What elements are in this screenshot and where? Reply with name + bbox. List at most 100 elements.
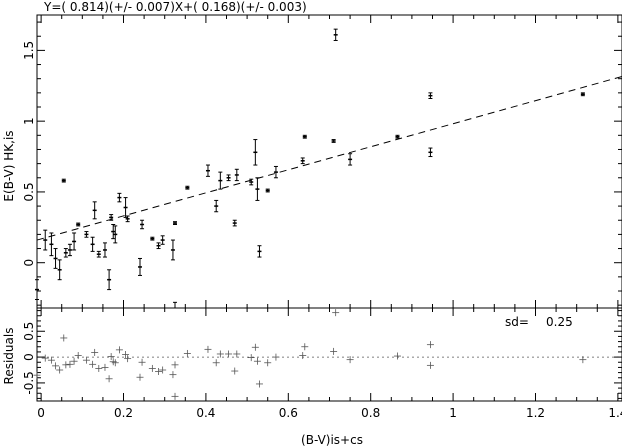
data-point — [117, 192, 122, 203]
data-point — [43, 229, 48, 251]
data-point — [111, 223, 116, 240]
residual-point — [225, 350, 233, 358]
residual-point — [122, 351, 130, 358]
data-point — [109, 214, 114, 221]
residual-point — [33, 371, 41, 379]
data-point — [90, 236, 95, 252]
residual-point — [169, 371, 177, 379]
data-point — [253, 139, 258, 166]
data-point — [173, 301, 178, 308]
fit-line — [36, 75, 622, 241]
residual-point — [233, 350, 241, 358]
residual-point — [255, 380, 263, 388]
residual-y-tick-label: -0.5 — [22, 371, 36, 394]
residual-point — [251, 343, 259, 351]
residual-point — [264, 359, 272, 367]
x-tick-label: 1 — [449, 406, 457, 420]
data-point — [123, 197, 128, 218]
data-point — [300, 157, 305, 165]
residual-y-tick-label: 0.5 — [22, 322, 36, 341]
y-tick-label: 1.5 — [22, 41, 36, 60]
data-point — [72, 232, 77, 251]
main-y-tick-labels: 0 0.5 1 1.5 — [22, 41, 36, 267]
data-point — [57, 259, 62, 281]
residual-point — [91, 348, 99, 356]
data-point — [96, 250, 101, 258]
residuals-y-axis-label: Residuals — [2, 328, 16, 385]
residual-point — [231, 367, 239, 375]
residual-point — [247, 354, 255, 362]
data-point — [84, 231, 89, 238]
residual-point — [171, 392, 179, 400]
residual-point — [70, 357, 78, 365]
main-data-points — [35, 28, 585, 308]
residual-point — [82, 356, 90, 364]
residual-point — [52, 362, 60, 370]
data-point — [249, 178, 254, 186]
residual-point — [171, 361, 179, 369]
data-point — [53, 248, 58, 269]
main-axis-ticks — [37, 15, 622, 308]
fit-equation-title: Y=( 0.814)(+/- 0.007)X+( 0.168)(+/- 0.00… — [43, 0, 307, 14]
x-tick-label: 0.6 — [279, 406, 298, 420]
x-tick-label: 1.2 — [526, 406, 545, 420]
residual-point — [115, 346, 123, 354]
data-point — [102, 242, 107, 258]
x-tick-label: 0.4 — [196, 406, 215, 420]
data-point — [214, 199, 219, 213]
data-point — [331, 139, 336, 143]
residual-point — [272, 353, 280, 361]
residual-y-tick-label: 0 — [22, 353, 36, 361]
data-point — [580, 92, 585, 97]
data-point — [205, 164, 210, 177]
data-point — [333, 28, 338, 41]
residual-point — [426, 341, 434, 349]
x-tick-labels: 0 0.2 0.4 0.6 0.8 1 1.2 1.4 — [37, 406, 622, 420]
main-y-axis-label: E(B-V) HK,is — [2, 130, 16, 201]
data-point — [63, 248, 68, 258]
residual-point — [332, 309, 340, 317]
residual-point — [346, 356, 354, 364]
data-point — [428, 92, 433, 100]
main-panel: 0 0.5 1 1.5 E(B-V) HK,is — [2, 14, 622, 309]
data-point — [273, 165, 278, 179]
residual-point — [101, 363, 109, 371]
data-point — [92, 201, 97, 220]
residual-point — [111, 359, 119, 367]
x-tick-label: 0.8 — [361, 406, 380, 420]
residual-point — [299, 352, 307, 360]
y-tick-label: 0 — [22, 259, 36, 267]
data-point — [156, 242, 161, 250]
residuals-y-tick-labels: 0.5 0 -0.5 — [22, 322, 36, 395]
data-point — [348, 153, 353, 166]
data-point — [67, 243, 72, 257]
residual-point — [301, 343, 309, 351]
data-point — [49, 232, 54, 257]
residual-point — [89, 360, 97, 368]
data-point — [218, 171, 223, 190]
data-point — [35, 279, 39, 301]
data-point — [76, 222, 81, 227]
residual-point — [159, 366, 167, 374]
data-point — [395, 134, 400, 139]
residual-point — [204, 345, 212, 353]
x-tick-label: 0.2 — [114, 406, 133, 420]
data-point — [234, 168, 239, 182]
data-point — [185, 185, 190, 190]
residual-point — [105, 375, 113, 383]
y-tick-label: 1 — [22, 117, 36, 125]
data-point — [160, 235, 165, 245]
data-point — [113, 225, 118, 244]
residual-point — [41, 354, 49, 362]
x-axis-label: (B-V)is+cs — [301, 433, 363, 447]
residual-point — [95, 364, 103, 372]
residual-point — [136, 373, 144, 381]
residual-point — [124, 355, 132, 363]
data-point — [125, 215, 130, 223]
data-point — [170, 239, 175, 261]
residual-point — [62, 361, 70, 369]
residual-point — [74, 352, 82, 360]
data-point — [255, 177, 260, 201]
residual-point — [183, 349, 191, 357]
